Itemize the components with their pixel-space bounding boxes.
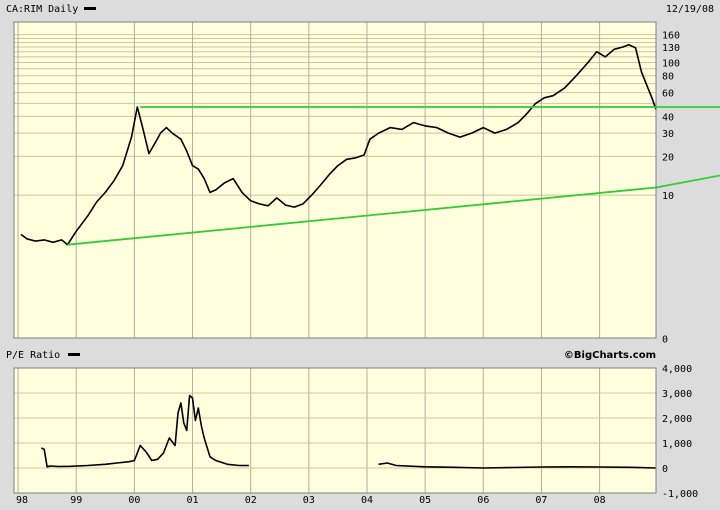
- pe-y-tick-label: -1,000: [662, 489, 698, 500]
- price-y-tick-label: 100: [662, 59, 680, 70]
- price-line: [20, 43, 657, 246]
- pe-y-tick-label: 2,000: [662, 414, 692, 425]
- pe-legend-swatch: [68, 353, 80, 356]
- price-grid: [14, 22, 656, 338]
- price-y-tick-label: 80: [662, 72, 674, 83]
- pe-panel-frame: [13, 367, 657, 494]
- support-line-extension: [655, 174, 720, 189]
- x-tick-label: 08: [594, 495, 606, 506]
- x-tick-label: 07: [535, 495, 547, 506]
- legend-swatch: [84, 7, 96, 10]
- pe-y-ticks: 4,000 3,000 2,000 1,000 0 -1,000: [662, 364, 698, 500]
- trend-line: [67, 186, 657, 246]
- x-tick-label: 02: [245, 495, 257, 506]
- price-y-tick-label: 160: [662, 31, 680, 42]
- pe-y-tick-label: 1,000: [662, 439, 692, 450]
- pe-series: [40, 394, 657, 469]
- price-y-tick-label: 0: [662, 335, 668, 346]
- pe-panel-background: [14, 368, 656, 493]
- price-y-tick-label: 40: [662, 112, 674, 123]
- pe-line: [40, 394, 249, 468]
- price-panel-background: [14, 22, 656, 338]
- x-axis-ticks: 98 99 00 01 02 03 04 05 06 07 08: [16, 495, 606, 506]
- pe-y-tick-label: 0: [662, 464, 668, 475]
- x-tick-label: 03: [303, 495, 315, 506]
- price-chart-title: CA:RIM Daily: [6, 4, 78, 15]
- price-panel-frame: [13, 21, 657, 339]
- x-tick-label: 06: [477, 495, 489, 506]
- x-tick-label: 99: [70, 495, 82, 506]
- x-tick-label: 00: [128, 495, 140, 506]
- price-series: [20, 43, 720, 246]
- x-tick-label: 05: [419, 495, 431, 506]
- price-y-tick-label: 20: [662, 152, 674, 163]
- pe-line: [378, 462, 657, 469]
- pe-y-tick-label: 3,000: [662, 389, 692, 400]
- chart-date: 12/19/08: [666, 4, 714, 15]
- price-y-tick-label: 130: [662, 43, 680, 54]
- x-tick-label: 01: [187, 495, 199, 506]
- price-y-tick-label: 30: [662, 129, 674, 140]
- x-tick-label: 98: [16, 495, 28, 506]
- x-tick-label: 04: [361, 495, 373, 506]
- price-y-tick-label: 60: [662, 89, 674, 100]
- pe-y-tick-label: 4,000: [662, 364, 692, 375]
- credit-label: ©BigCharts.com: [564, 350, 656, 361]
- pe-chart-title: P/E Ratio: [6, 350, 60, 361]
- price-y-tick-label: 10: [662, 191, 674, 202]
